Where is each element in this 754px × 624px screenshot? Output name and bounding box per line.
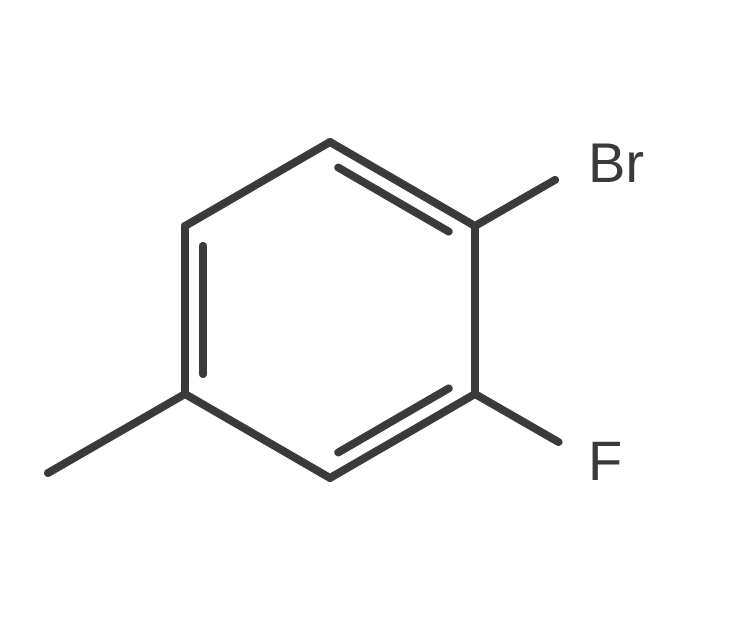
- bromine-label: Br: [588, 130, 644, 195]
- molecule-svg: [0, 0, 754, 624]
- molecule-canvas: Br F: [0, 0, 754, 624]
- fluorine-label: F: [588, 428, 622, 493]
